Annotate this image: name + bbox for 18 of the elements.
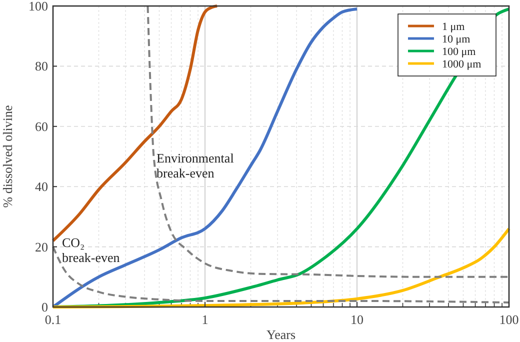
y-tick-label: 20: [35, 239, 48, 254]
y-tick-label: 80: [35, 58, 48, 74]
y-tick-label: 40: [35, 179, 48, 194]
x-axis-title: Years: [266, 327, 296, 342]
y-tick-label: 100: [28, 0, 48, 14]
annotation: CO₂ break-even: [62, 235, 120, 265]
legend-label: 1 μm: [442, 21, 466, 33]
legend-label: 100 μm: [442, 46, 476, 58]
x-tick-label: 10: [350, 312, 364, 327]
legend-label: 10 μm: [442, 34, 471, 46]
y-tick-label: 0: [42, 300, 48, 314]
x-tick-label: 0.1: [44, 312, 62, 327]
annotation: Environmental break-even: [156, 150, 234, 181]
x-tick-label: 100: [499, 312, 519, 327]
legend-label: 1000 μm: [442, 58, 482, 70]
x-tick-label: 1: [202, 312, 208, 327]
y-axis-title: % dissolved olivine: [0, 104, 15, 208]
y-tick-label: 60: [35, 118, 48, 134]
